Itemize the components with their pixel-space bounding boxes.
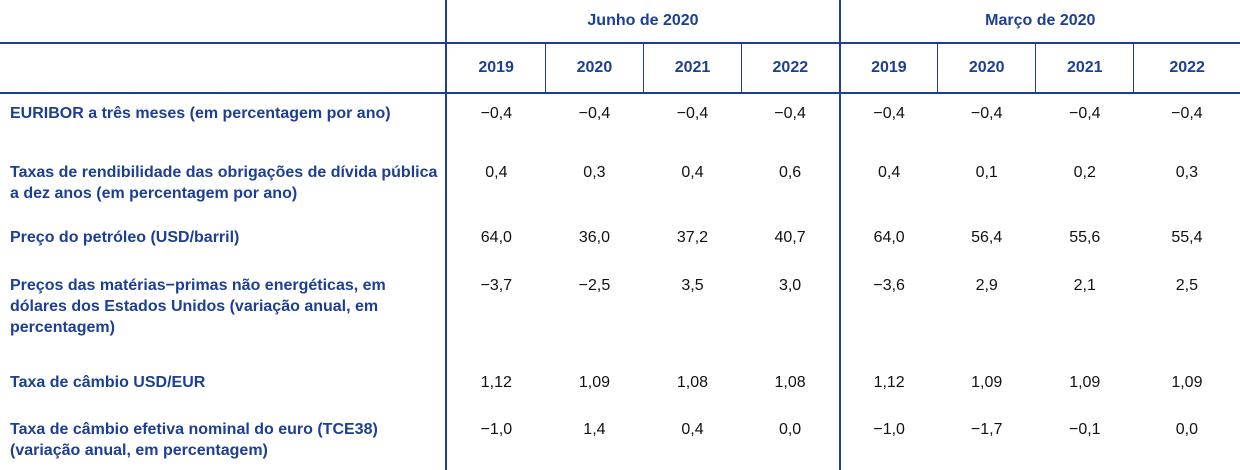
value-cell: 3,0 xyxy=(778,277,802,294)
value-cell: −0,4 xyxy=(1171,105,1203,122)
value-cell: 0,2 xyxy=(1073,164,1096,181)
row-label: Taxas de rendibilidade das obrigações de… xyxy=(10,164,438,202)
row-label: EURIBOR a três meses (em percentagem por… xyxy=(10,105,391,122)
value-cell: 36,0 xyxy=(578,229,610,246)
corner-cell xyxy=(0,0,447,44)
value-cell: 1,09 xyxy=(578,374,610,391)
group-header-june-2020: Junho de 2020 xyxy=(445,0,840,44)
value-cell: 1,08 xyxy=(774,374,806,391)
value-cell: 0,4 xyxy=(838,153,938,218)
value-cell: −0,4 xyxy=(578,105,611,122)
value-cell: −1,0 xyxy=(445,410,546,470)
value-cell: 0,4 xyxy=(681,421,704,438)
row-label: Taxa de câmbio USD/EUR xyxy=(10,374,206,391)
value-cell: 0,0 xyxy=(1175,421,1199,438)
table-row: Taxa de câmbio efetiva nominal do euro (… xyxy=(0,410,1240,470)
value-cell: −0,4 xyxy=(676,105,709,122)
value-cell: 1,09 xyxy=(1171,374,1203,391)
year-header: 2020 xyxy=(544,43,644,94)
value-cell: 64,0 xyxy=(838,218,938,266)
value-cell: 40,7 xyxy=(774,229,806,246)
value-cell: 37,2 xyxy=(676,229,709,246)
value-cell: 3,5 xyxy=(681,277,704,294)
row-label: Taxa de câmbio efetiva nominal do euro (… xyxy=(10,421,378,459)
year-header: 2021 xyxy=(1035,43,1134,94)
value-cell: −0,4 xyxy=(445,93,546,153)
group-header-row: Junho de 2020 Março de 2020 xyxy=(0,0,1240,44)
table-row: Taxas de rendibilidade das obrigações de… xyxy=(0,153,1240,218)
value-cell: 55,4 xyxy=(1171,229,1203,246)
value-cell: 64,0 xyxy=(445,218,546,266)
value-cell: 2,5 xyxy=(1175,277,1199,294)
value-cell: −0,4 xyxy=(774,105,806,122)
table-row: Preço do petróleo (USD/barril) 64,0 36,0… xyxy=(0,218,1240,266)
value-cell: 2,9 xyxy=(975,277,998,294)
value-cell: 0,3 xyxy=(583,164,606,181)
value-cell: 55,6 xyxy=(1069,229,1101,246)
value-cell: 0,6 xyxy=(778,164,802,181)
value-cell: −1,0 xyxy=(838,410,938,470)
value-cell: −0,4 xyxy=(838,93,938,153)
year-header-row: 2019 2020 2021 2022 2019 2020 2021 2022 xyxy=(0,43,1240,94)
value-cell: 1,12 xyxy=(838,363,938,410)
value-cell: −3,6 xyxy=(838,266,938,363)
year-header: 2019 xyxy=(838,43,938,94)
value-cell: 0,3 xyxy=(1175,164,1199,181)
value-cell: −0,1 xyxy=(1068,421,1101,438)
value-cell: 1,4 xyxy=(583,421,606,438)
year-header: 2022 xyxy=(741,43,840,94)
value-cell: 1,09 xyxy=(971,374,1003,391)
value-cell: −0,4 xyxy=(970,105,1003,122)
value-cell: 0,0 xyxy=(778,421,802,438)
value-cell: 1,12 xyxy=(445,363,546,410)
value-cell: 0,4 xyxy=(681,164,704,181)
row-label: Preço do petróleo (USD/barril) xyxy=(10,229,240,246)
table-row: Preços das matérias−primas não energétic… xyxy=(0,266,1240,363)
value-cell: 0,4 xyxy=(445,153,546,218)
value-cell: −0,4 xyxy=(1068,105,1101,122)
year-header: 2019 xyxy=(445,43,546,94)
corner-cell xyxy=(0,43,447,94)
table-row: Taxa de câmbio USD/EUR 1,12 1,09 1,08 1,… xyxy=(0,363,1240,410)
year-header: 2020 xyxy=(937,43,1036,94)
value-cell: 2,1 xyxy=(1073,277,1096,294)
value-cell: −3,7 xyxy=(445,266,546,363)
value-cell: −2,5 xyxy=(578,277,611,294)
value-cell: 56,4 xyxy=(971,229,1003,246)
value-cell: −1,7 xyxy=(970,421,1003,438)
value-cell: 1,09 xyxy=(1069,374,1101,391)
value-cell: 0,1 xyxy=(975,164,998,181)
year-header: 2022 xyxy=(1133,43,1240,94)
value-cell: 1,08 xyxy=(676,374,709,391)
year-header: 2021 xyxy=(642,43,742,94)
table-row: EURIBOR a três meses (em percentagem por… xyxy=(0,93,1240,153)
row-label: Preços das matérias−primas não energétic… xyxy=(10,277,386,336)
group-header-march-2020: Março de 2020 xyxy=(838,0,1240,44)
